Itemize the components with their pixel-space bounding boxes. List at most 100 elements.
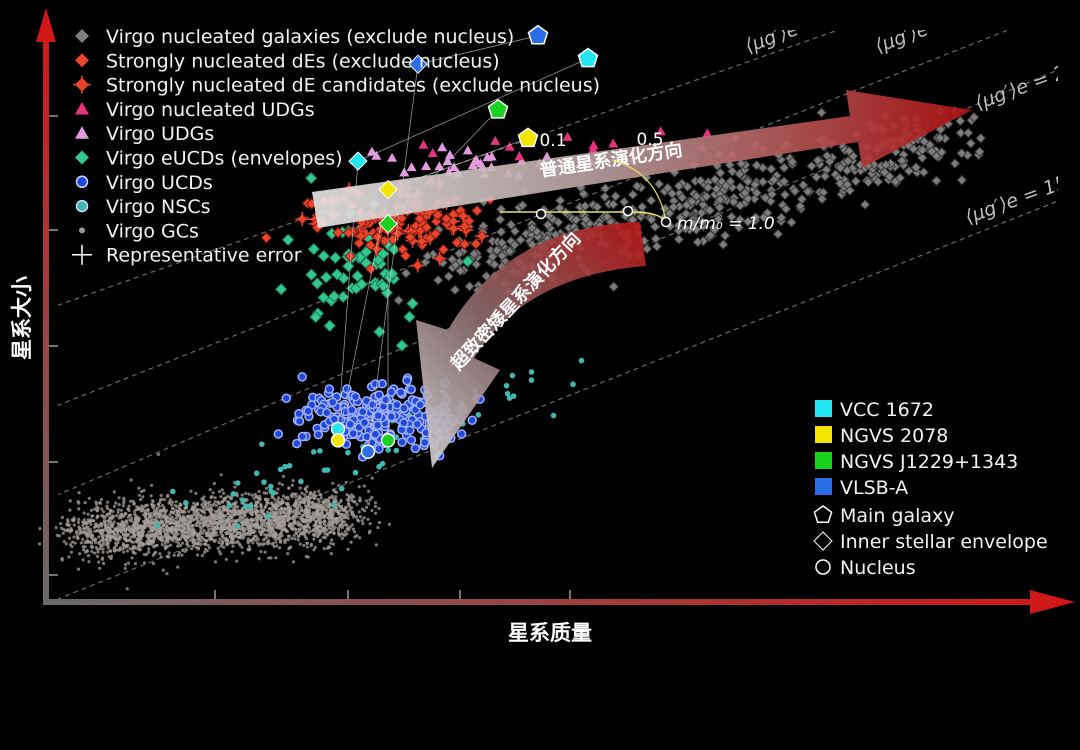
gc-point xyxy=(287,523,291,528)
gc-point xyxy=(296,509,300,513)
gc-point xyxy=(180,541,185,545)
nucleated-galaxy-point xyxy=(816,193,828,205)
gc-point xyxy=(345,510,349,514)
gc-point xyxy=(140,529,144,534)
gc-point xyxy=(118,536,122,540)
marker-key-label: Nucleus xyxy=(840,557,916,579)
ucd-point xyxy=(327,397,338,407)
gc-point xyxy=(137,531,141,535)
gc-point xyxy=(236,531,240,535)
gc-point xyxy=(289,493,293,497)
gc-point xyxy=(265,486,269,490)
gc-point xyxy=(328,496,332,500)
nsc-point xyxy=(376,463,382,470)
gc-point xyxy=(174,516,179,520)
gc-point xyxy=(139,498,143,502)
gc-point xyxy=(68,543,72,547)
highlight-nucleus xyxy=(360,444,376,460)
legend-label: Virgo nucleated UDGs xyxy=(106,99,315,121)
gc-point xyxy=(134,540,138,544)
gc-point xyxy=(183,506,187,510)
nucleated-galaxy-point xyxy=(711,183,722,195)
gc-point xyxy=(142,561,147,565)
gc-point xyxy=(251,541,255,545)
gc-point xyxy=(143,514,147,519)
gc-point xyxy=(243,528,247,533)
gc-point xyxy=(167,535,171,539)
dE-point-cross xyxy=(432,251,447,266)
mass-loss-track: 0.1 0.5 m/m₀ = 1.0 xyxy=(500,130,775,234)
nucleated-galaxy-point xyxy=(608,281,619,292)
gc-point xyxy=(234,500,238,504)
gc-point xyxy=(304,490,309,494)
gc-point xyxy=(315,510,319,514)
nucleated-galaxy-point xyxy=(926,146,938,157)
gc-point xyxy=(152,537,156,541)
gc-point xyxy=(277,481,281,485)
gc-point xyxy=(189,516,193,520)
legend-marker xyxy=(75,101,89,115)
nsc-point xyxy=(317,448,323,454)
gc-point xyxy=(200,509,204,513)
object-swatch xyxy=(815,400,832,417)
gc-point xyxy=(133,562,138,566)
gc-point xyxy=(108,528,112,532)
gc-point xyxy=(89,522,93,526)
gc-point xyxy=(374,543,378,547)
gc-point xyxy=(338,504,342,508)
nucleated-galaxy-point xyxy=(637,201,648,213)
gc-point xyxy=(102,519,107,523)
gc-point xyxy=(270,528,274,532)
gc-point xyxy=(168,517,172,521)
highlighted-objects xyxy=(330,24,599,460)
contour-label: ⟨μg′⟩e = 30 xyxy=(742,0,850,57)
nucleated-galaxy-point xyxy=(631,180,643,192)
gc-point xyxy=(183,517,187,521)
gc-point xyxy=(336,502,340,506)
nucleated-galaxy-point xyxy=(751,187,762,199)
gc-point xyxy=(102,561,106,566)
gc-point xyxy=(105,528,109,532)
gc-point xyxy=(174,531,178,535)
nsc-point xyxy=(267,483,274,490)
dE-point xyxy=(471,204,483,217)
gc-point xyxy=(196,553,200,557)
nucleated-galaxy-point xyxy=(949,158,961,169)
gc-point xyxy=(271,510,276,514)
gc-point xyxy=(307,518,311,522)
track-branch xyxy=(611,159,667,223)
gc-point xyxy=(161,535,165,539)
gc-point xyxy=(327,517,331,521)
gc-point xyxy=(268,534,272,538)
gc-point xyxy=(284,496,288,500)
gc-point xyxy=(212,531,216,535)
gc-point xyxy=(312,514,316,518)
nsc-point xyxy=(235,523,241,529)
gc-point xyxy=(286,534,290,538)
gc-point xyxy=(135,505,139,509)
gc-point xyxy=(270,531,274,535)
highlight-envelope xyxy=(378,179,398,200)
gc-point xyxy=(102,510,106,514)
gc-point xyxy=(151,506,156,510)
gc-point xyxy=(337,528,341,532)
ucd-point xyxy=(406,435,417,445)
gc-point xyxy=(303,529,308,533)
eucd-point xyxy=(406,297,419,310)
gc-point xyxy=(325,528,329,532)
gc-point xyxy=(112,504,116,508)
gc-point xyxy=(69,550,73,554)
gc-point xyxy=(208,519,213,524)
gc-point xyxy=(353,500,357,504)
nsc-point xyxy=(509,372,516,379)
nucleated-galaxy-point xyxy=(806,160,817,172)
gc-point xyxy=(76,567,81,571)
gc-point xyxy=(106,522,111,526)
eucd-point xyxy=(323,319,336,332)
gc-point xyxy=(365,499,369,503)
contour-label: ⟨μg′⟩e = 20 xyxy=(972,57,1080,114)
gc-point xyxy=(94,500,98,504)
gc-point xyxy=(292,533,296,538)
gc-point xyxy=(147,530,151,534)
gc-point xyxy=(283,514,287,518)
